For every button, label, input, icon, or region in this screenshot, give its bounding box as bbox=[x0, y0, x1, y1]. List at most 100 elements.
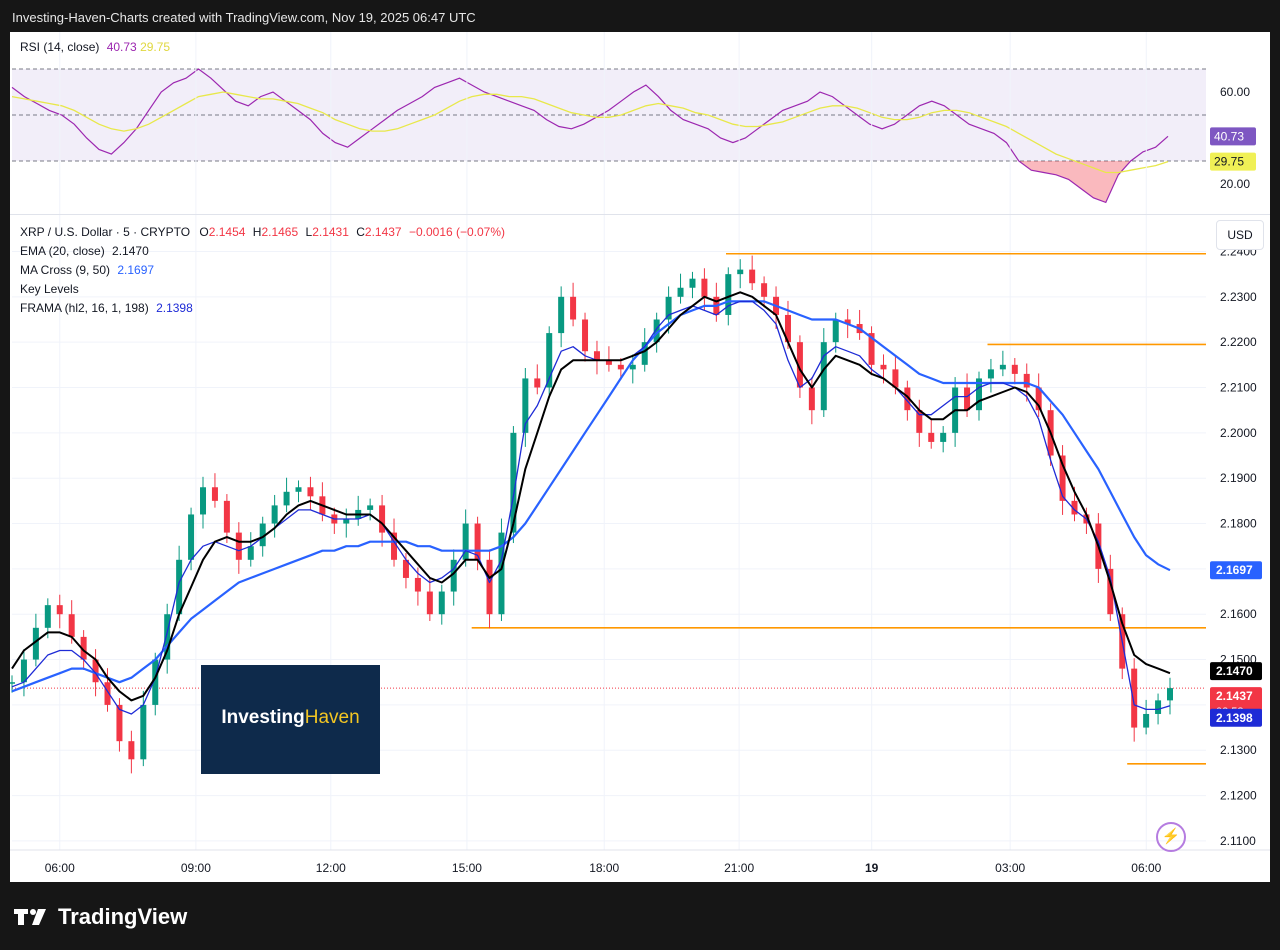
rsi-legend-value: 40.73 bbox=[106, 40, 137, 54]
pane-separator[interactable] bbox=[10, 214, 1270, 215]
ema-legend-row[interactable]: EMA (20, close) 2.1470 bbox=[20, 242, 505, 261]
candle-body bbox=[689, 278, 696, 288]
ema-legend-label: EMA (20, close) bbox=[20, 244, 105, 258]
time-tick-label: 06:00 bbox=[45, 861, 75, 875]
candle-body bbox=[880, 364, 887, 370]
time-tick-label: 19 bbox=[865, 861, 879, 875]
candle-body bbox=[964, 387, 971, 411]
rsi-series-1 bbox=[11, 91, 1169, 174]
rsi-value-label-bg bbox=[1210, 127, 1256, 146]
candle-body bbox=[641, 342, 648, 365]
ema-legend-value: 2.1470 bbox=[112, 244, 149, 258]
candle-body bbox=[92, 659, 99, 683]
candle-body bbox=[916, 410, 923, 433]
price-value-label: 2.1697 bbox=[1216, 563, 1253, 577]
candle-body bbox=[164, 614, 171, 660]
candle-body bbox=[796, 342, 803, 388]
ohlc-close: 2.1437 bbox=[364, 225, 402, 239]
price-tick-label: 2.1100 bbox=[1220, 834, 1256, 848]
candle-body bbox=[1143, 713, 1150, 728]
time-tick-label: 12:00 bbox=[316, 861, 346, 875]
candle-body bbox=[617, 364, 624, 370]
candle-body bbox=[462, 523, 469, 560]
candle-body bbox=[391, 532, 398, 560]
investinghaven-watermark: InvestingHaven bbox=[201, 665, 380, 774]
symbol-legend-row[interactable]: XRP / U.S. Dollar · 5 · CRYPTO O2.1454 H… bbox=[20, 223, 505, 242]
rsi-legend: RSI (14, close) 40.73 29.75 bbox=[20, 38, 170, 57]
candle-body bbox=[367, 505, 374, 510]
price-tick-label: 2.1600 bbox=[1220, 607, 1257, 621]
candle-body bbox=[414, 577, 421, 592]
currency-button[interactable]: USD bbox=[1216, 220, 1264, 250]
tradingview-brand: TradingView bbox=[58, 904, 188, 929]
lightning-icon[interactable]: ⚡ bbox=[1156, 822, 1186, 852]
chart-frame[interactable]: 60.00 20.00 40.73 29.75 2.2400 2.2300 2.2200 2.… bbox=[10, 32, 1270, 882]
candle-body bbox=[510, 432, 517, 533]
time-tick-label: 21:00 bbox=[724, 861, 754, 875]
candle-body bbox=[1011, 364, 1018, 374]
rsi-value-label: 40.73 bbox=[1214, 129, 1244, 143]
candle-body bbox=[271, 505, 278, 524]
candle-body bbox=[223, 500, 230, 533]
candle-body bbox=[570, 296, 577, 320]
candle-body bbox=[761, 283, 768, 297]
candle-body bbox=[80, 636, 87, 660]
ohlc-c-label: C bbox=[356, 225, 365, 239]
candle-body bbox=[56, 605, 63, 615]
candle-body bbox=[474, 523, 481, 560]
ma-cross-legend-row[interactable]: MA Cross (9, 50) 2.1697 bbox=[20, 261, 505, 280]
symbol-name[interactable]: XRP / U.S. Dollar · 5 · CRYPTO bbox=[20, 225, 191, 239]
key-levels-legend-row[interactable]: Key Levels bbox=[20, 280, 505, 299]
ohlc-o-label: O bbox=[199, 225, 209, 239]
candle-body bbox=[725, 274, 732, 315]
candle-body bbox=[128, 741, 135, 760]
overlay-frama bbox=[11, 300, 1171, 715]
candle-body bbox=[629, 364, 636, 370]
chart-canvas[interactable]: 60.0020.0040.7329.752.24002.23002.22002.… bbox=[10, 32, 1270, 882]
candle-body bbox=[844, 319, 851, 325]
candle-body bbox=[259, 523, 266, 547]
price-tick-label: 2.2100 bbox=[1220, 381, 1257, 395]
ohlc-h-label: H bbox=[252, 225, 262, 239]
candle-body bbox=[749, 269, 756, 284]
candle-body bbox=[892, 369, 899, 388]
ohlc-low: 2.1431 bbox=[312, 225, 349, 239]
candle-body bbox=[116, 704, 123, 742]
candle-body bbox=[235, 532, 242, 560]
candle-body bbox=[1023, 373, 1030, 388]
time-tick-label: 06:00 bbox=[1131, 861, 1161, 875]
rsi-legend-name[interactable]: RSI (14, close) bbox=[20, 40, 100, 54]
rsi-series-0 bbox=[11, 68, 1169, 204]
candle-body bbox=[701, 278, 708, 297]
price-value-label: 2.1470 bbox=[1216, 664, 1253, 678]
candle-body bbox=[68, 614, 75, 637]
candle-body bbox=[211, 487, 218, 501]
key-levels-legend-label: Key Levels bbox=[20, 282, 79, 296]
main-legend: XRP / U.S. Dollar · 5 · CRYPTO O2.1454 H… bbox=[20, 223, 505, 318]
candle-body bbox=[450, 559, 457, 592]
time-tick-label: 18:00 bbox=[589, 861, 619, 875]
candle-body bbox=[940, 432, 947, 442]
ma-cross-legend-value: 2.1697 bbox=[117, 263, 155, 277]
price-value-label-bg bbox=[1210, 662, 1262, 681]
candle-body bbox=[379, 505, 386, 533]
candle-body bbox=[1167, 688, 1173, 701]
candle-body bbox=[868, 333, 875, 365]
candle-body bbox=[832, 319, 839, 343]
price-value-label-bg bbox=[1210, 708, 1262, 727]
price-tick-label: 2.1200 bbox=[1220, 789, 1257, 803]
candle-body bbox=[677, 287, 684, 297]
watermark-part2: Haven bbox=[304, 707, 360, 728]
ma-cross-legend-label: MA Cross (9, 50) bbox=[20, 263, 111, 277]
candle-body bbox=[534, 378, 541, 388]
watermark-text: InvestingHaven bbox=[201, 707, 380, 729]
candle-body bbox=[1155, 700, 1162, 714]
price-tick-label: 2.1300 bbox=[1220, 743, 1257, 757]
price-tick-label: 2.1800 bbox=[1220, 517, 1257, 531]
time-tick-label: 09:00 bbox=[181, 861, 211, 875]
ohlc-change: −0.0016 (−0.07%) bbox=[408, 225, 506, 239]
frama-legend-row[interactable]: FRAMA (hl2, 16, 1, 198) 2.1398 bbox=[20, 299, 505, 318]
candle-body bbox=[438, 591, 445, 615]
rsi-tick-label: 60.00 bbox=[1220, 85, 1250, 99]
candle-body bbox=[605, 360, 612, 365]
